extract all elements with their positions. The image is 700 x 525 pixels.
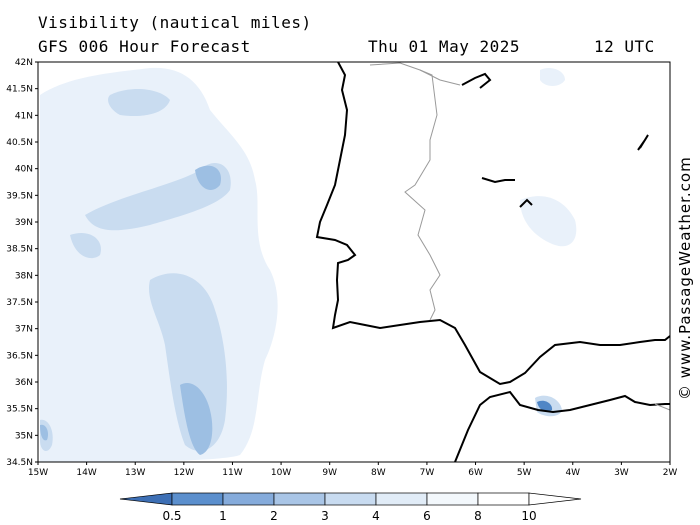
legend-swatch [375, 492, 428, 506]
lat-tick-label: 42N [15, 58, 33, 68]
longitude-axis: 15W 14W 13W 12W 11W 10W 9W 8W 7W 6W 5W 4W 3W 2W [28, 462, 678, 478]
lon-tick-label: 10W [271, 468, 291, 478]
spain-france-border [419, 69, 461, 86]
legend-swatch [324, 492, 377, 506]
visibility-area-light-3 [540, 68, 565, 86]
lat-tick-label: 36.5N [6, 351, 33, 361]
legend-label: 3 [321, 509, 329, 523]
visibility-area-mid-3 [70, 232, 101, 259]
visibility-area-mid [85, 162, 231, 231]
lon-tick-label: 6W [468, 468, 483, 478]
lat-tick-label: 36N [15, 378, 33, 388]
mallorca-coast [481, 177, 515, 184]
legend-label: 10 [521, 509, 536, 523]
lat-tick-label: 39N [15, 218, 33, 228]
legend-label: 6 [423, 509, 431, 523]
lat-tick-label: 38.5N [6, 245, 33, 255]
lon-tick-label: 5W [517, 468, 532, 478]
lat-tick-label: 41.5N [6, 85, 33, 95]
visibility-area-dark-4 [40, 424, 49, 441]
legend-swatch [222, 492, 275, 506]
france-coastline [461, 72, 492, 89]
lat-tick-label: 38N [15, 271, 33, 281]
legend-label: 1 [219, 509, 227, 523]
lon-tick-label: 4W [565, 468, 580, 478]
lon-tick-label: 9W [322, 468, 337, 478]
lon-tick-label: 7W [420, 468, 435, 478]
legend-label: 0.5 [162, 509, 181, 523]
lon-tick-label: 8W [371, 468, 386, 478]
lon-tick-label: 14W [76, 468, 96, 478]
visibility-area-dark-2 [180, 382, 213, 455]
legend-label: 2 [270, 509, 278, 523]
portugal-spain-border [369, 62, 441, 321]
lat-tick-label: 37N [15, 325, 33, 335]
visibility-area-dark-3 [537, 400, 553, 412]
forecast-model-label: GFS 006 Hour Forecast [38, 37, 251, 56]
lon-tick-label: 3W [614, 468, 629, 478]
lon-tick-label: 2W [663, 468, 678, 478]
legend-label: 8 [474, 509, 482, 523]
ibiza-coast [519, 198, 533, 208]
color-legend: 0.5 1 2 3 4 6 8 10 [119, 492, 582, 523]
legend-swatch [477, 492, 530, 506]
latitude-axis: 42N 41.5N 41N 40.5N 40N 39.5N 39N 38.5N 38N 37.5N… [6, 58, 38, 468]
lat-tick-label: 37.5N [6, 298, 33, 308]
forecast-time: 12 UTC [594, 37, 655, 56]
lat-tick-label: 35.5N [6, 405, 33, 415]
legend-arrow-low [119, 492, 173, 506]
forecast-date: Thu 01 May 2025 [368, 37, 520, 56]
legend-swatch [273, 492, 326, 506]
lat-tick-label: 34.5N [6, 458, 33, 468]
lon-tick-label: 13W [125, 468, 145, 478]
africa-coastline [454, 390, 670, 463]
legend-label: 4 [372, 509, 380, 523]
visibility-area-dark [195, 165, 221, 190]
legend-arrow-high [528, 492, 582, 506]
coastlines [315, 61, 671, 463]
credit-watermark: © www.PassageWeather.com [676, 156, 694, 400]
legend-swatch [426, 492, 479, 506]
lat-tick-label: 41N [15, 111, 33, 121]
visibility-area-mid-6 [108, 88, 170, 117]
menorca-coast [637, 134, 649, 151]
national-borders [369, 62, 671, 411]
morocco-algeria-border [654, 403, 671, 411]
lon-tick-label: 15W [28, 468, 48, 478]
legend-swatch [171, 492, 224, 506]
visibility-area-light-2 [520, 196, 577, 247]
lat-tick-label: 40.5N [6, 138, 33, 148]
lat-tick-label: 39.5N [6, 191, 33, 201]
iberia-coastline [315, 61, 671, 386]
lon-tick-label: 12W [174, 468, 194, 478]
lon-tick-label: 11W [222, 468, 242, 478]
lat-tick-label: 35N [15, 431, 33, 441]
chart-title: Visibility (nautical miles) [38, 13, 312, 32]
visibility-area-light [40, 67, 278, 462]
lat-tick-label: 40N [15, 165, 33, 175]
visibility-shading [40, 67, 577, 462]
map-frame [37, 61, 671, 463]
